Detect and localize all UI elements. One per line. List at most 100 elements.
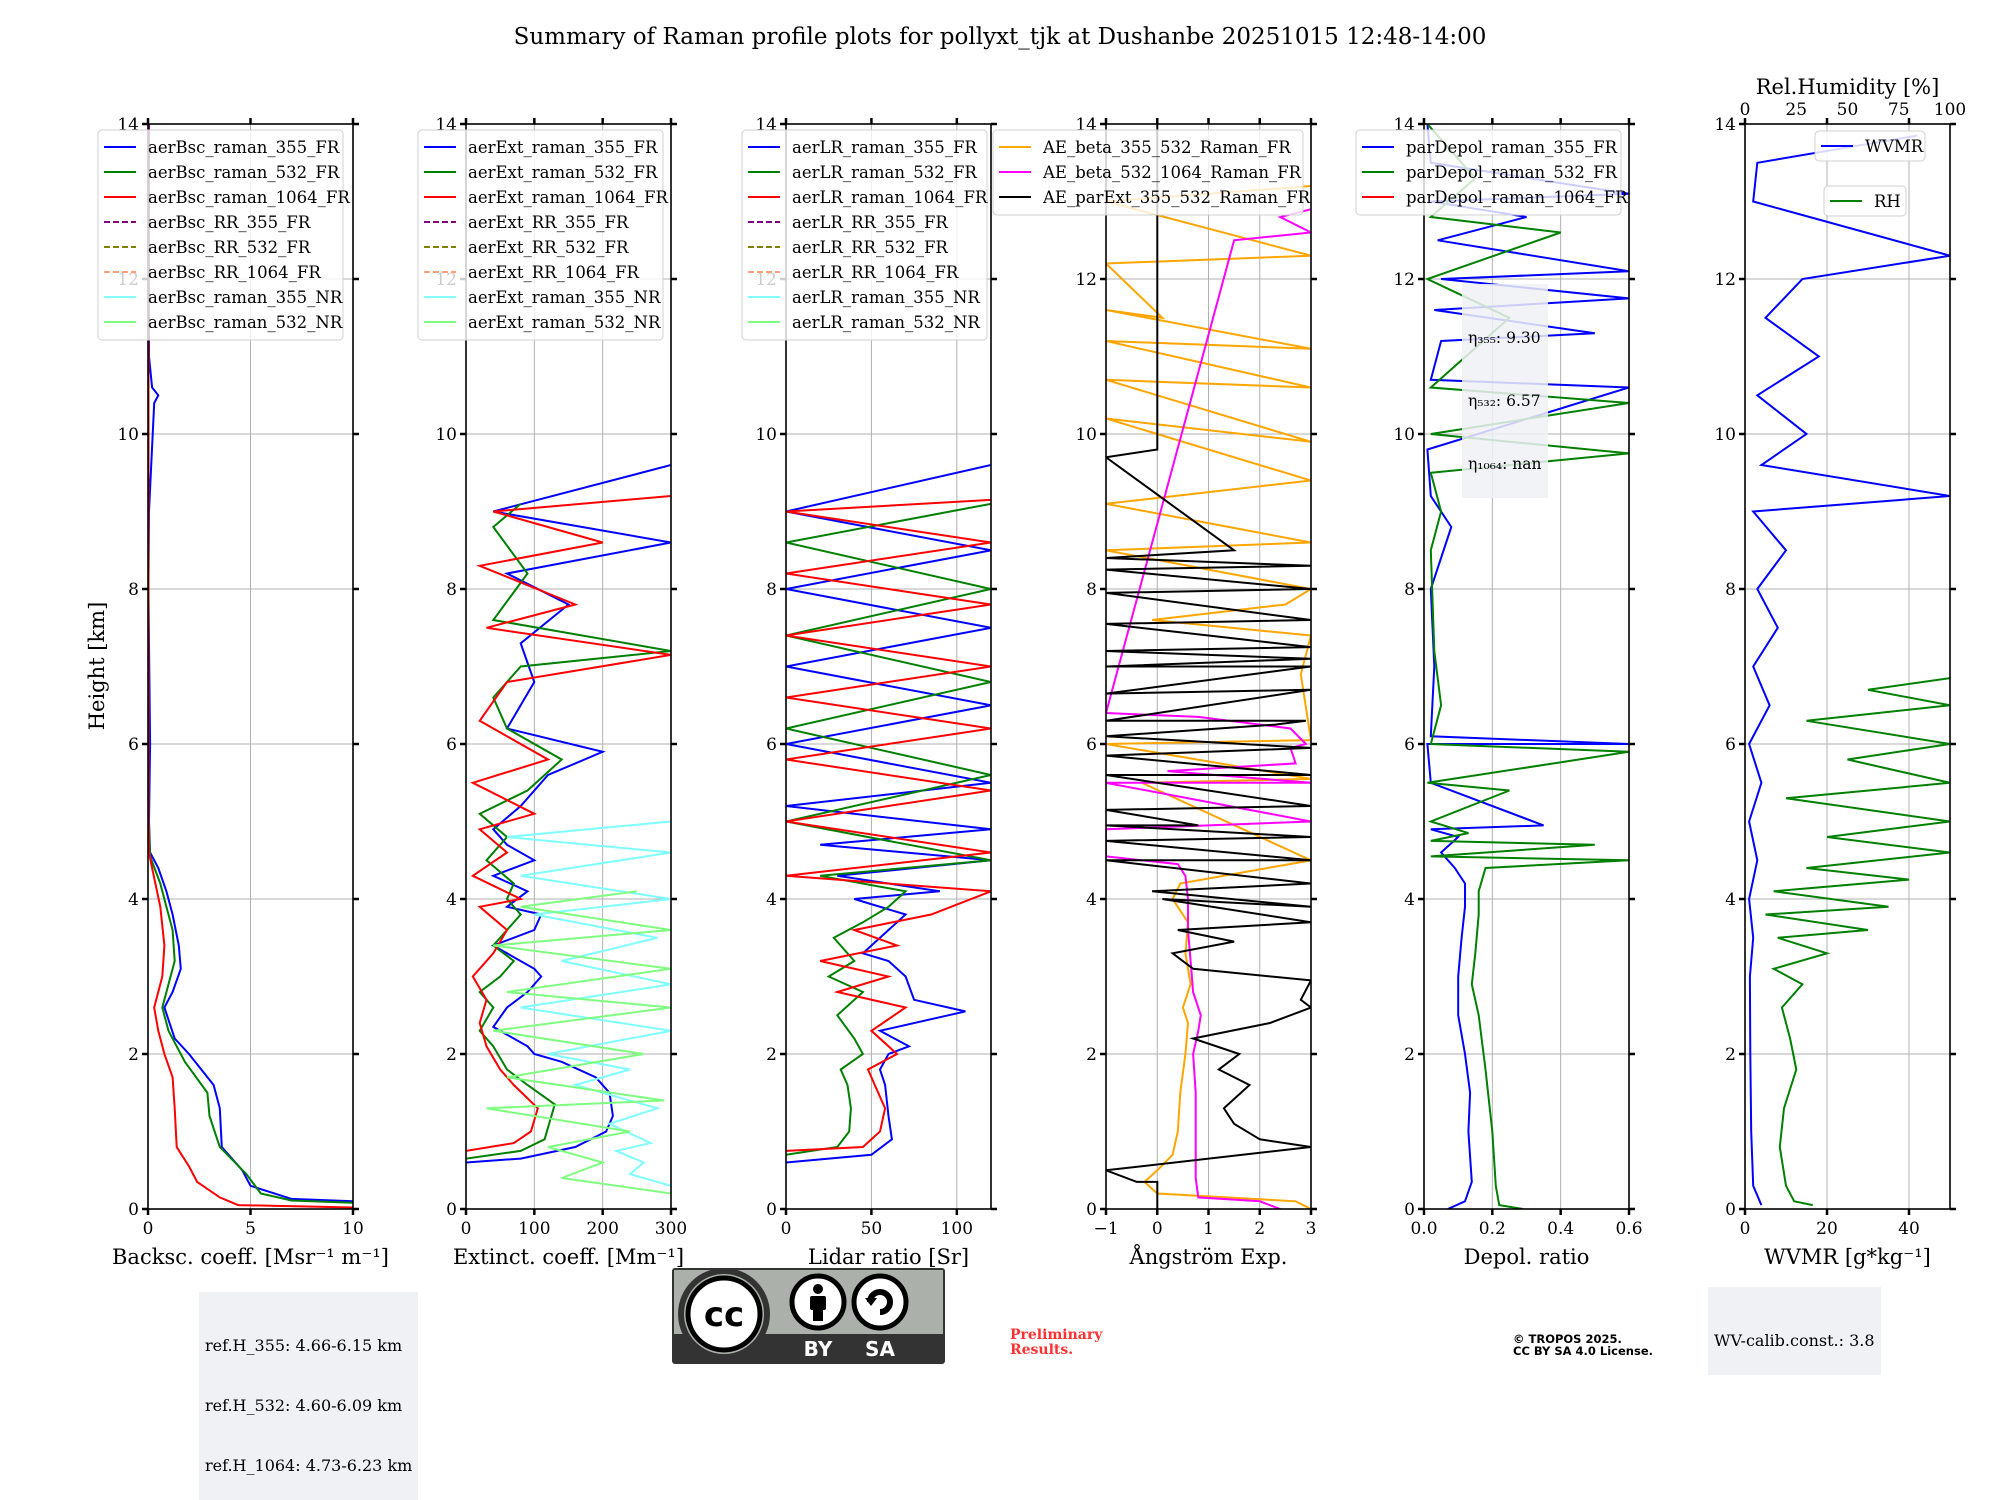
series-line-aerBsc_raman_355_FR bbox=[148, 124, 353, 1203]
y-tick-label: 6 bbox=[446, 735, 457, 755]
legend-box bbox=[97, 129, 344, 341]
panels: 024681012140510Backsc. coeff. [Msr⁻¹ m⁻¹… bbox=[97, 75, 1966, 1269]
legend-entry: aerBsc_raman_532_FR bbox=[148, 163, 340, 182]
cc-icon: cc bbox=[678, 1268, 770, 1360]
gridlines bbox=[1744, 123, 1950, 1210]
top-x-tick-label: 75 bbox=[1888, 100, 1910, 120]
legend-entry: aerBsc_raman_1064_FR bbox=[148, 188, 350, 207]
figure-canvas: Summary of Raman profile plots for polly… bbox=[85, 24, 1966, 1269]
x-tick-label: 0 bbox=[1740, 1219, 1751, 1239]
y-tick-label: 0 bbox=[1404, 1200, 1415, 1220]
y-tick-label: 10 bbox=[117, 425, 139, 445]
series-line-aerBsc_raman_1064_FR bbox=[148, 124, 353, 1209]
series-group bbox=[1106, 124, 1311, 1209]
top-x-tick-label: 25 bbox=[1785, 100, 1807, 120]
y-tick-label: 4 bbox=[446, 890, 457, 910]
x-tick-label: 0 bbox=[781, 1219, 792, 1239]
top-x-tick-label: 50 bbox=[1837, 100, 1859, 120]
y-tick-label: 12 bbox=[1714, 270, 1736, 290]
y-axis-label: Height [km] bbox=[85, 602, 109, 731]
series-line-aerBsc_raman_532_FR bbox=[148, 124, 353, 1204]
y-tick-label: 4 bbox=[128, 890, 139, 910]
legend-entry: aerExt_raman_1064_FR bbox=[468, 188, 668, 207]
ref-h-1064: ref.H_1064: 4.73-6.23 km bbox=[205, 1456, 413, 1475]
legend-entry: aerBsc_RR_355_FR bbox=[148, 213, 311, 232]
y-tick-label: 0 bbox=[1086, 1200, 1097, 1220]
legend: WVMR RH bbox=[1814, 130, 1926, 217]
y-tick-label: 4 bbox=[1086, 890, 1097, 910]
series-line-parDepol_raman_532_FR bbox=[1424, 124, 1629, 1209]
y-tick-label: 0 bbox=[1725, 1200, 1736, 1220]
attribution-person-icon bbox=[789, 1273, 847, 1331]
y-tick-label: 8 bbox=[1404, 580, 1415, 600]
panel-2: 024681012140100200300Extinct. coeff. [Mm… bbox=[417, 115, 687, 1269]
legend-box bbox=[1823, 185, 1907, 217]
legend: aerExt_raman_355_FR aerExt_raman_532_FRae… bbox=[417, 129, 668, 341]
series-line-aerLR_raman_1064_FR bbox=[786, 498, 991, 1152]
legend-entry: aerLR_raman_355_NR bbox=[792, 288, 980, 307]
legend-box bbox=[741, 129, 988, 341]
figure-title: Summary of Raman profile plots for polly… bbox=[514, 24, 1487, 50]
series-line-parDepol_raman_355_FR bbox=[1426, 124, 1629, 1209]
y-tick-label: 10 bbox=[435, 425, 457, 445]
x-tick-label: 0 bbox=[461, 1219, 472, 1239]
y-tick-label: 8 bbox=[1086, 580, 1097, 600]
y-tick-label: 6 bbox=[766, 735, 777, 755]
y-tick-label: 6 bbox=[1725, 735, 1736, 755]
x-axis-label: Lidar ratio [Sr] bbox=[808, 1245, 969, 1269]
axes-frame bbox=[1423, 123, 1630, 1210]
x-axis-label: Ångström Exp. bbox=[1129, 1244, 1288, 1269]
x-tick-label: −1 bbox=[1093, 1219, 1118, 1239]
x-tick-label: 100 bbox=[941, 1219, 973, 1239]
y-tick-label: 8 bbox=[1725, 580, 1736, 600]
legend-entry: aerLR_raman_532_NR bbox=[792, 313, 980, 332]
y-tick-label: 10 bbox=[1075, 425, 1097, 445]
preliminary-results-note: Preliminary Results. bbox=[1010, 1328, 1102, 1358]
legend: parDepol_raman_355_FR parDepol_raman_532_… bbox=[1355, 129, 1628, 216]
license-badge-graphic: cc BY SA bbox=[672, 1268, 945, 1364]
legend-entry: aerBsc_raman_355_FR bbox=[148, 138, 340, 157]
y-tick-label: 6 bbox=[128, 735, 139, 755]
y-tick-label: 2 bbox=[1404, 1045, 1415, 1065]
ref-h-532: ref.H_532: 4.60-6.09 km bbox=[205, 1396, 403, 1415]
x-tick-label: 0.2 bbox=[1479, 1219, 1506, 1239]
legend-entry: aerLR_RR_1064_FR bbox=[792, 263, 959, 282]
y-tick-label: 2 bbox=[766, 1045, 777, 1065]
legend-entry: AE_beta_532_1064_Raman_FR bbox=[1042, 163, 1302, 182]
legend-box bbox=[417, 129, 664, 341]
legend-entry: WVMR bbox=[1865, 137, 1924, 156]
series-line-aerExt_raman_355_FR bbox=[466, 464, 671, 1164]
x-axis-label: Extinct. coeff. [Mm⁻¹] bbox=[453, 1245, 684, 1269]
series-line-AE_beta_355_532_Raman_FR bbox=[1106, 185, 1311, 1209]
top-x-tick-label: 0 bbox=[1740, 100, 1751, 120]
series-line-aerExt_raman_1064_FR bbox=[466, 495, 671, 1152]
y-tick-label: 8 bbox=[766, 580, 777, 600]
cc-text: cc bbox=[704, 1295, 744, 1335]
wv-calib-const: WV-calib.const.: 3.8 bbox=[1714, 1331, 1875, 1350]
legend-entry: aerLR_raman_1064_FR bbox=[792, 188, 988, 207]
x-tick-label: 300 bbox=[655, 1219, 687, 1239]
preliminary-line-2: Results. bbox=[1010, 1342, 1074, 1358]
y-tick-label: 0 bbox=[766, 1200, 777, 1220]
x-tick-label: 20 bbox=[1816, 1219, 1838, 1239]
series-line-aerLR_raman_355_FR bbox=[786, 464, 991, 1164]
legend-entry: aerLR_RR_532_FR bbox=[792, 238, 948, 257]
legend-entry: aerExt_raman_532_NR bbox=[468, 313, 661, 332]
x-tick-label: 0.0 bbox=[1410, 1219, 1437, 1239]
y-tick-label: 2 bbox=[446, 1045, 457, 1065]
y-tick-label: 0 bbox=[128, 1200, 139, 1220]
share-alike-icon bbox=[851, 1273, 909, 1331]
cc-by-sa-license-badge: cc BY SA bbox=[672, 1268, 945, 1364]
copyright-line-1: © TROPOS 2025. bbox=[1513, 1332, 1622, 1346]
y-tick-label: 14 bbox=[1714, 115, 1736, 135]
panel-1: 024681012140510Backsc. coeff. [Msr⁻¹ m⁻¹… bbox=[97, 115, 389, 1269]
legend-entry: aerBsc_raman_355_NR bbox=[148, 288, 343, 307]
y-tick-label: 0 bbox=[446, 1200, 457, 1220]
legend-entry: parDepol_raman_532_FR bbox=[1406, 163, 1618, 182]
series-line-RH bbox=[1765, 677, 1950, 1207]
axes-frame bbox=[1744, 123, 1951, 1210]
top-x-tick-label: 100 bbox=[1934, 100, 1966, 120]
legend-entry: aerExt_RR_355_FR bbox=[468, 213, 629, 232]
